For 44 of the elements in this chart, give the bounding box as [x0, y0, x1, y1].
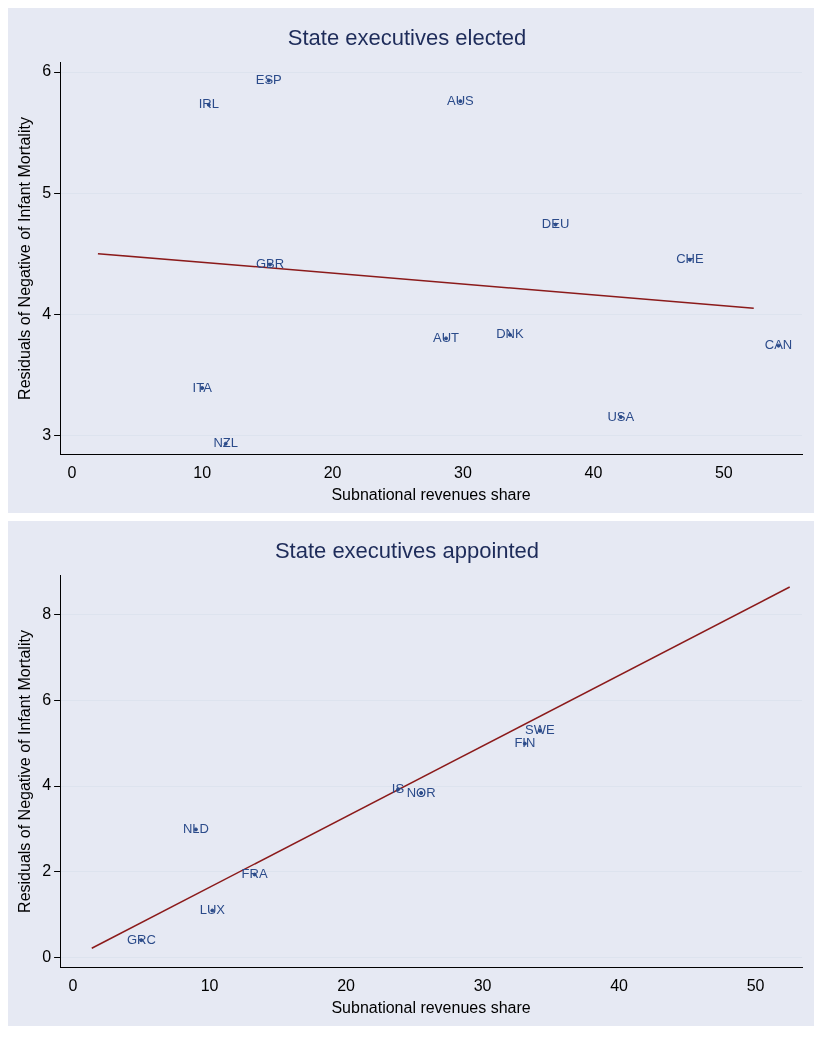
y-tick-label: 5: [42, 183, 52, 201]
data-label: CHE: [676, 251, 704, 267]
data-label: SWE: [525, 722, 556, 738]
data-label: DEU: [541, 216, 570, 232]
data-label: USA: [607, 408, 635, 424]
y-axis-title: Residuals of Negative of Infant Mortality: [16, 630, 34, 913]
x-tick-label: 20: [323, 463, 342, 481]
x-tick-label: 10: [193, 463, 212, 481]
y-tick-label: 3: [42, 425, 52, 443]
x-axis-title: Subnational revenues share: [331, 485, 531, 503]
y-tick-label: 6: [42, 690, 52, 708]
y-tick-label: 8: [42, 604, 52, 622]
data-label: GRC: [126, 931, 156, 947]
x-tick-label: 40: [584, 463, 603, 481]
data-label: FIN: [514, 735, 536, 751]
data-label: ESP: [255, 72, 282, 88]
data-label: NLD: [182, 821, 209, 837]
y-tick-label: 6: [42, 62, 52, 80]
data-label: NOR: [406, 784, 436, 800]
y-axis-title: Residuals of Negative of Infant Mortality: [16, 117, 34, 400]
data-label: AUT: [433, 329, 460, 345]
x-tick-label: 0: [68, 976, 78, 994]
x-tick-label: 40: [610, 976, 629, 994]
y-tick-label: 4: [42, 304, 52, 322]
data-label: AUS: [447, 92, 475, 108]
y-tick-label: 2: [42, 862, 52, 880]
data-label: CAN: [764, 337, 793, 353]
x-tick-label: 30: [454, 463, 472, 481]
x-axis-title: Subnational revenues share: [331, 998, 531, 1016]
chart-title: State executives elected: [287, 25, 527, 51]
x-tick-label: 50: [714, 463, 733, 481]
y-tick-label: 0: [42, 948, 52, 966]
data-label: LUX: [199, 902, 226, 918]
data-label: DNK: [496, 326, 524, 342]
data-label: ITA: [192, 379, 213, 395]
x-tick-label: 50: [746, 976, 765, 994]
x-tick-label: 0: [67, 463, 77, 481]
chart-title: State executives appointed: [274, 538, 540, 564]
x-tick-label: 20: [337, 976, 356, 994]
y-tick-label: 4: [42, 776, 52, 794]
data-label: FRA: [241, 866, 268, 882]
x-tick-label: 10: [200, 976, 219, 994]
data-label: NZL: [213, 435, 238, 451]
x-tick-label: 30: [473, 976, 492, 994]
